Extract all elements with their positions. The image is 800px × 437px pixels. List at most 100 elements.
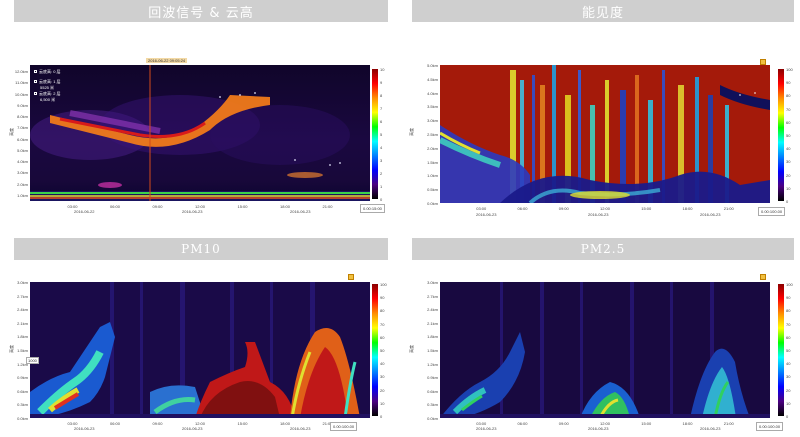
- colorbar-tick-label: 90: [786, 80, 791, 86]
- time-marker-label: 2016-06-22 09:05:24: [146, 58, 188, 63]
- colorbar: [778, 284, 784, 416]
- colorbar-tick-label: 60: [786, 119, 791, 125]
- y-tick-label: 0.9km: [17, 375, 28, 381]
- value-marker: 1000: [26, 357, 39, 364]
- x-tick-label: 09:00: [558, 421, 569, 426]
- x-tick-label: 09:00: [152, 204, 163, 209]
- colorbar-tick-label: 7: [380, 106, 383, 111]
- x-tick-label: 03:00: [67, 421, 78, 426]
- x-tick-label: 21:00: [322, 421, 333, 426]
- y-tick-label: 2.0km: [427, 145, 438, 151]
- y-tick-label: 0.6km: [17, 388, 28, 394]
- x-tick-label: 03:00: [476, 206, 487, 211]
- y-tick-label: 1.5km: [17, 348, 28, 353]
- date-label: 2016-06-23: [182, 209, 203, 214]
- date-label: 2016-06-22: [74, 209, 95, 214]
- colorbar-tick-label: 0: [380, 197, 383, 202]
- colorbar-tick-label: 80: [380, 308, 385, 314]
- x-tick-label: 21:00: [723, 206, 734, 211]
- time-range-box[interactable]: 0.00:100.00: [330, 422, 358, 431]
- y-tick-label: 1.0km: [17, 193, 28, 198]
- colorbar-tick-label: 70: [786, 106, 791, 112]
- x-tick-label: 18:00: [280, 421, 291, 426]
- colorbar-tick-label: 10: [380, 67, 385, 72]
- colorbar-tick-label: 1: [380, 184, 383, 189]
- x-tick-label: 18:00: [280, 204, 291, 209]
- x-tick-label: 18:00: [682, 421, 693, 426]
- colorbar: [372, 284, 378, 416]
- y-tick-label: 0.6km: [427, 388, 438, 394]
- time-range-box[interactable]: 0.00:15:00: [360, 204, 385, 213]
- y-tick-label: 1.8km: [427, 334, 438, 340]
- colorbar-tick-label: 60: [786, 334, 791, 340]
- y-tick-label: 3.0km: [427, 118, 438, 124]
- y-tick-label: 12.0km: [14, 69, 28, 74]
- x-tick-label: 06:00: [110, 204, 121, 209]
- pm25-chart-panel: 高度 3.0km 2.7km 2.4km 2.1km 1.8km 1.5km 1.2km 0.…: [409, 272, 794, 437]
- y-tick-label: 2.1km: [17, 320, 28, 326]
- y-tick-label: 8.0km: [17, 114, 28, 120]
- date-label: 2016-06-23: [588, 212, 609, 217]
- y-tick-label: 3.0km: [17, 280, 28, 285]
- y-tick-label: 1.2km: [17, 361, 28, 367]
- y-tick-label: 1.0km: [427, 173, 438, 179]
- y-axis-title: 高度: [409, 128, 414, 136]
- cloud-legend: 云底高: 0 层 云底高: 1 层 5525 米 云底高: 2 层 6,500 …: [34, 69, 61, 103]
- x-tick-label: 18:00: [682, 206, 693, 211]
- y-tick-label: 1.5km: [427, 348, 438, 353]
- y-tick-label: 11.0km: [15, 80, 28, 86]
- visibility-header: 能见度: [412, 0, 794, 22]
- colorbar-tick-label: 100: [786, 282, 793, 287]
- y-tick-label: 4.5km: [427, 76, 438, 82]
- y-tick-label: 5.0km: [17, 147, 28, 153]
- x-tick-label: 15:00: [237, 204, 248, 209]
- pm25-header: PM2.5: [412, 238, 794, 260]
- colorbar-tick-label: 80: [786, 308, 791, 314]
- y-tick-label: 0.9km: [427, 375, 438, 381]
- y-tick-label: 0.3km: [427, 402, 438, 408]
- x-tick-label: 21:00: [322, 204, 333, 209]
- colorbar-tick-label: 50: [380, 348, 385, 353]
- colorbar-tick-label: 90: [380, 295, 385, 301]
- colorbar-tick-label: 40: [380, 361, 385, 367]
- colorbar-tick-label: 40: [786, 361, 791, 367]
- y-tick-label: 1.8km: [17, 334, 28, 340]
- date-label: 2016-06-23: [290, 209, 311, 214]
- x-tick-label: 03:00: [476, 421, 487, 426]
- x-tick-label: 15:00: [237, 421, 248, 426]
- colorbar: [372, 69, 378, 199]
- colorbar-tick-label: 70: [380, 321, 385, 327]
- time-range-box[interactable]: 0.00:100.00: [758, 207, 786, 216]
- colorbar-tick-label: 20: [380, 387, 385, 393]
- colorbar-tick-label: 10: [786, 400, 791, 406]
- x-tick-label: 06:00: [517, 206, 528, 211]
- x-tick-label: 12:00: [195, 421, 206, 426]
- date-label: 2016-06-23: [588, 426, 609, 431]
- y-tick-label: 2.5km: [427, 132, 438, 137]
- colorbar-tick-label: 4: [380, 145, 383, 150]
- echo-plot[interactable]: 云底高: 0 层 云底高: 1 层 5525 米 云底高: 2 层 6,500 …: [30, 65, 370, 201]
- y-tick-label: 0.0km: [17, 416, 28, 421]
- x-tick-label: 21:00: [723, 421, 734, 426]
- export-icon[interactable]: [760, 274, 766, 280]
- colorbar-tick-label: 9: [380, 80, 383, 85]
- y-tick-label: 2.4km: [427, 307, 438, 313]
- colorbar-tick-label: 3: [380, 158, 383, 163]
- y-tick-label: 2.7km: [17, 293, 28, 299]
- x-tick-label: 03:00: [67, 204, 78, 209]
- y-tick-label: 7.0km: [17, 125, 28, 131]
- pm25-plot[interactable]: [440, 282, 770, 418]
- export-icon[interactable]: [348, 274, 354, 280]
- pm10-header: PM10: [14, 238, 388, 260]
- visibility-heatmap: [440, 65, 770, 203]
- y-axis-title: 高度: [409, 345, 414, 353]
- colorbar-tick-label: 10: [786, 185, 791, 191]
- time-range-box[interactable]: 0.00:100.00: [756, 422, 784, 431]
- pm10-chart-panel: 1000 高度 3.0km 2.7km 2.4km 2.1km 1.8km 1.5km 1.…: [9, 272, 388, 437]
- visibility-plot[interactable]: [440, 65, 770, 203]
- export-icon[interactable]: [760, 59, 766, 65]
- pm10-plot[interactable]: [30, 282, 370, 418]
- colorbar-tick-label: 6: [380, 119, 383, 124]
- y-tick-label: 2.4km: [17, 307, 28, 313]
- colorbar-tick-label: 70: [786, 321, 791, 327]
